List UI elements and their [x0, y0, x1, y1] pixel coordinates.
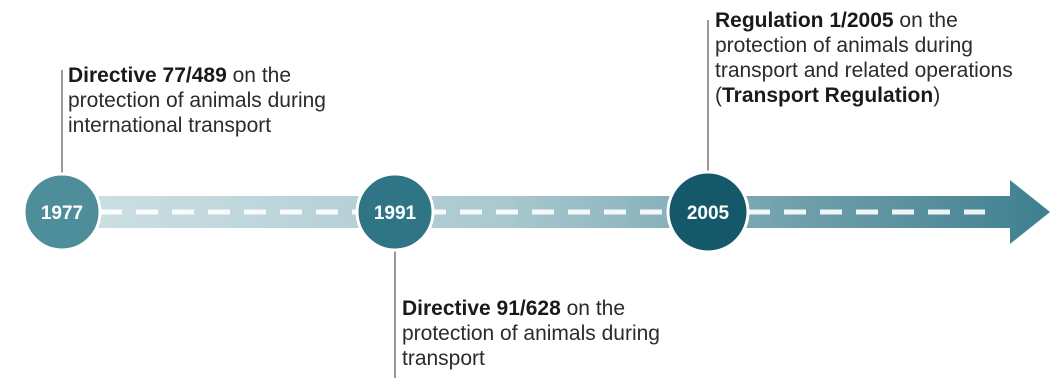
event-title: Regulation 1/2005 — [715, 9, 894, 32]
milestone-circle — [355, 172, 435, 252]
milestone-year: 1977 — [41, 203, 83, 224]
event-title: Directive 91/628 — [402, 297, 561, 320]
timeline-arrow — [60, 180, 1050, 244]
milestone-1977: 1977 — [22, 172, 102, 252]
milestone-year: 1991 — [374, 203, 417, 224]
event-title: Directive 77/489 — [68, 64, 227, 87]
milestone-circle — [22, 172, 102, 252]
event-description-end: ) — [933, 84, 941, 107]
event-text-2005: Regulation 1/2005 on the protection of a… — [715, 8, 1015, 108]
event-description-bold: Transport Regulation — [722, 84, 934, 107]
milestone-circle — [666, 170, 750, 254]
milestone-year: 2005 — [687, 203, 730, 224]
event-description: on the protection of animals during inte… — [68, 64, 326, 137]
milestone-1991: 1991 — [355, 172, 435, 252]
milestone-2005: 2005 — [666, 170, 750, 254]
event-text-1977: Directive 77/489 on the protection of an… — [68, 63, 368, 138]
event-description: on the protection of animals during tran… — [715, 9, 1013, 107]
event-text-1991: Directive 91/628 on the protection of an… — [402, 296, 702, 371]
event-description: on the protection of animals during tran… — [402, 297, 660, 370]
